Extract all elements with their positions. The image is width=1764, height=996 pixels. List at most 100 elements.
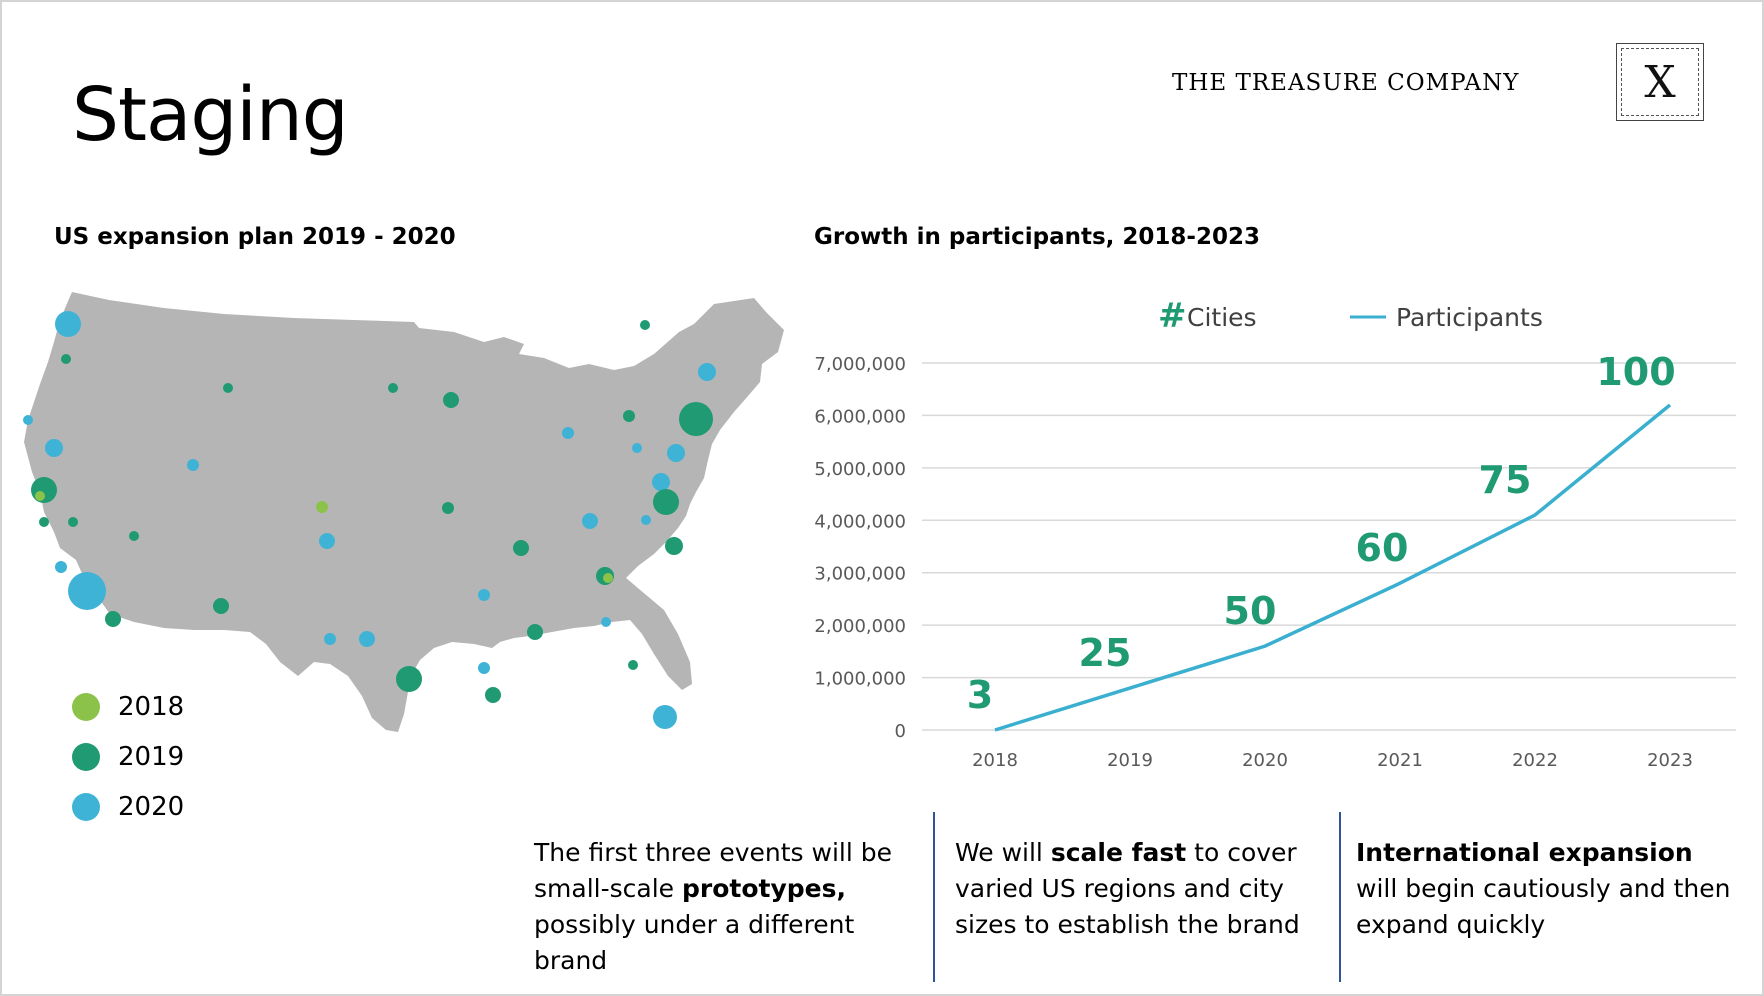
divider (1339, 812, 1341, 982)
note-text: to cover varied US regions and city size… (955, 838, 1300, 939)
note-scale-fast: We will scale fast to cover varied US re… (955, 835, 1315, 943)
city-marker (129, 531, 139, 541)
city-marker (513, 540, 529, 556)
city-marker (324, 633, 336, 645)
note-text: scale fast (1050, 838, 1187, 867)
note-prototypes: The first three events will be small-sca… (534, 835, 924, 979)
x-tick-label: 2021 (1377, 750, 1423, 771)
cities-data-label: 60 (1356, 526, 1409, 570)
city-marker (562, 427, 574, 439)
cities-data-label: 25 (1079, 631, 1132, 675)
city-marker (485, 687, 501, 703)
city-marker (653, 489, 679, 515)
cities-legend-label: Cities (1187, 303, 1257, 332)
city-marker (23, 415, 33, 425)
city-marker (632, 443, 642, 453)
y-tick-label: 6,000,000 (814, 406, 906, 427)
city-marker (478, 589, 490, 601)
city-marker (213, 598, 229, 614)
note-text: prototypes, (681, 874, 846, 903)
city-marker (628, 660, 638, 670)
chart-legend: # Cities Participants (1158, 296, 1543, 336)
legend-dot-2019 (72, 743, 100, 771)
city-marker (105, 611, 121, 627)
brand-name: THE TREASURE COMPANY (1172, 70, 1520, 96)
city-marker (698, 363, 716, 381)
city-marker (679, 402, 713, 436)
city-marker (388, 383, 398, 393)
y-tick-label: 4,000,000 (814, 511, 906, 532)
legend-item: 2019 (72, 732, 184, 782)
city-marker (641, 515, 651, 525)
map-section-title: US expansion plan 2019 - 2020 (54, 224, 456, 250)
divider (933, 812, 935, 982)
city-marker (55, 311, 81, 337)
city-marker (623, 410, 635, 422)
city-marker (665, 537, 683, 555)
legend-item: 2020 (72, 782, 184, 832)
legend-dot-2020 (72, 793, 100, 821)
city-marker (667, 444, 685, 462)
participants-chart: # Cities Participants 0 1,000,000 2,000,00… (814, 296, 1736, 771)
city-marker (61, 354, 71, 364)
x-tick-label: 2020 (1242, 750, 1288, 771)
city-marker (45, 439, 63, 457)
city-marker (396, 666, 422, 692)
city-marker (68, 517, 78, 527)
legend-item: 2018 (72, 682, 184, 732)
city-marker (223, 383, 233, 393)
city-marker (35, 491, 45, 501)
note-text: possibly under a different brand (534, 910, 855, 975)
city-marker (640, 320, 650, 330)
note-international: International expansion will begin cauti… (1356, 835, 1736, 943)
page-title: Staging (72, 72, 349, 158)
legend-label: 2018 (118, 692, 185, 722)
note-text: The first three events will be small-sca… (534, 838, 892, 903)
city-marker (68, 572, 106, 610)
legend-dot-2018 (72, 693, 100, 721)
y-tick-label: 0 (895, 721, 906, 742)
legend-label: 2020 (118, 792, 185, 822)
map-legend: 2018 2019 2020 (72, 682, 184, 832)
note-text: International expansion (1356, 838, 1693, 867)
city-marker (316, 501, 328, 513)
city-marker (582, 513, 598, 529)
city-marker (359, 631, 375, 647)
cities-data-label: 50 (1224, 589, 1277, 633)
us-map-shape (24, 292, 784, 732)
chart-section-title: Growth in participants, 2018-2023 (814, 224, 1260, 250)
us-map (23, 292, 784, 732)
x-tick-label: 2018 (972, 750, 1018, 771)
x-tick-label: 2023 (1647, 750, 1693, 771)
city-marker (652, 473, 670, 491)
city-marker (55, 561, 67, 573)
city-marker (601, 617, 611, 627)
city-marker (527, 624, 543, 640)
x-tick-label: 2022 (1512, 750, 1558, 771)
y-tick-label: 1,000,000 (814, 669, 906, 690)
y-tick-label: 2,000,000 (814, 616, 906, 637)
city-marker (39, 517, 49, 527)
city-marker (443, 392, 459, 408)
y-tick-label: 3,000,000 (814, 564, 906, 585)
participants-legend-label: Participants (1396, 303, 1543, 332)
note-text: will begin cautiously and then expand qu… (1356, 874, 1731, 939)
y-tick-label: 7,000,000 (814, 354, 906, 375)
cities-data-label: 75 (1479, 458, 1532, 502)
note-text: We will (955, 838, 1051, 867)
y-tick-label: 5,000,000 (814, 459, 906, 480)
city-marker (442, 502, 454, 514)
brand-logo: X (1616, 43, 1704, 121)
participants-line (994, 403, 1672, 732)
cities-data-label: 3 (967, 673, 993, 717)
cities-data-label: 100 (1596, 350, 1675, 394)
city-marker (319, 533, 335, 549)
cities-legend-symbol: # (1158, 296, 1187, 336)
x-tick-label: 2019 (1107, 750, 1153, 771)
city-marker (603, 573, 613, 583)
legend-label: 2019 (118, 742, 185, 772)
city-marker (187, 459, 199, 471)
logo-letter: X (1621, 48, 1699, 116)
city-marker (478, 662, 490, 674)
